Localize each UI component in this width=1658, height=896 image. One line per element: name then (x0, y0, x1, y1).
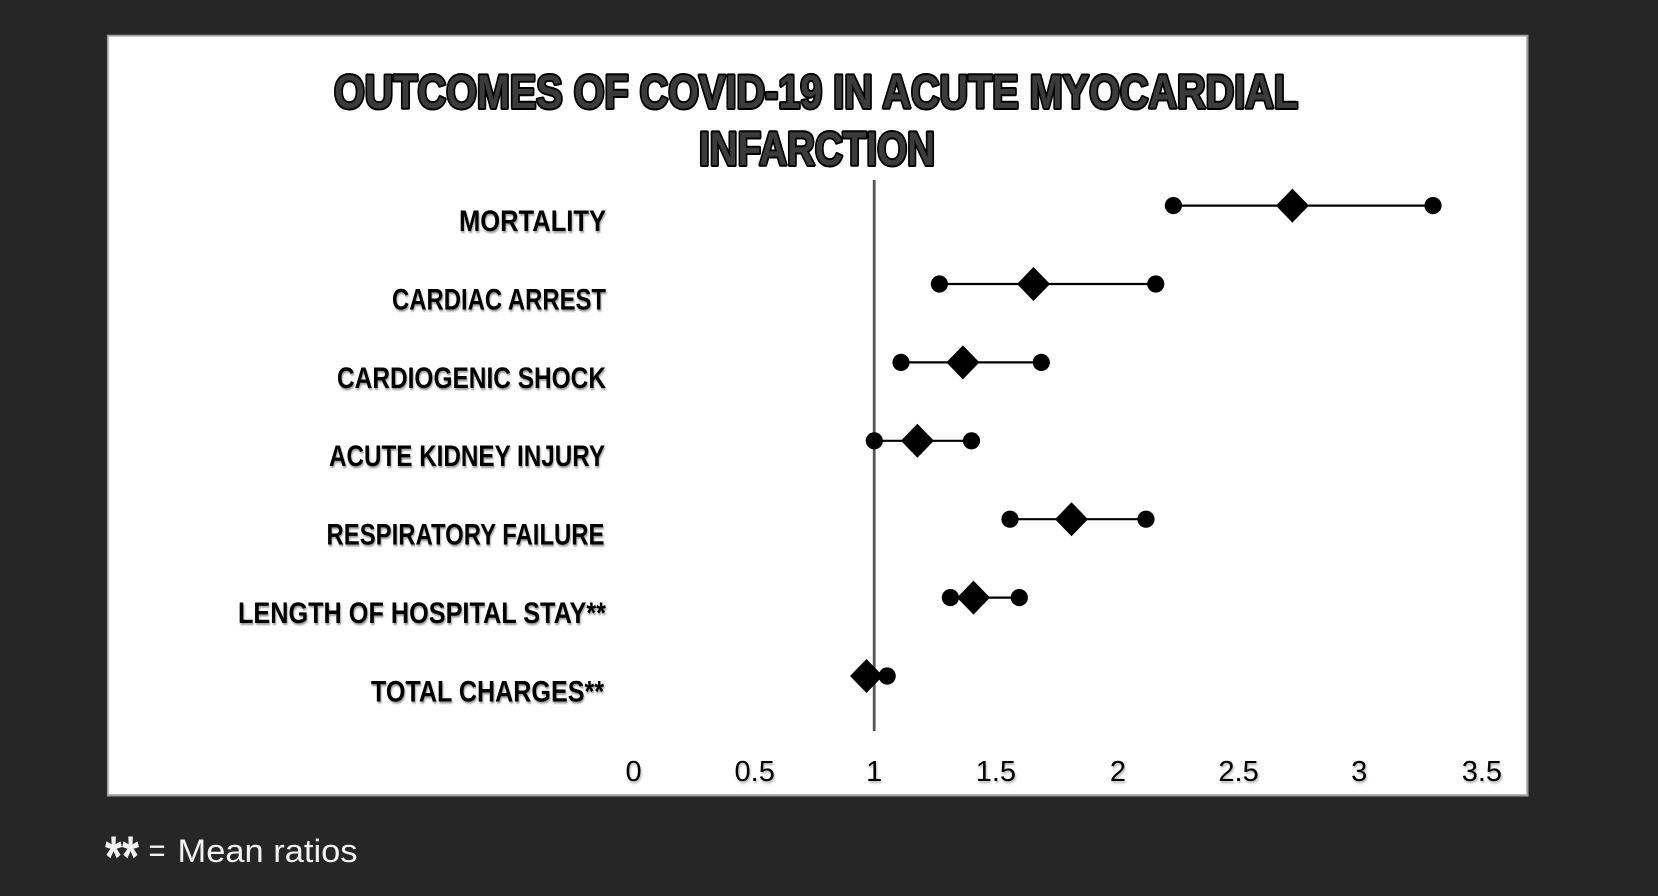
svg-text:Mean ratios: Mean ratios (178, 833, 358, 869)
svg-text:MORTALITY: MORTALITY (459, 205, 606, 238)
svg-text:=: = (149, 833, 166, 869)
svg-text:0.5: 0.5 (735, 756, 775, 788)
svg-text:INFARCTION: INFARCTION (699, 122, 935, 175)
svg-text:0: 0 (626, 756, 642, 788)
svg-text:**: ** (105, 825, 139, 890)
svg-text:2.5: 2.5 (1218, 756, 1258, 788)
svg-text:OUTCOMES OF COVID-19 IN ACUTE: OUTCOMES OF COVID-19 IN ACUTE MYOCARDIAL (334, 65, 1298, 118)
svg-text:TOTAL CHARGES**: TOTAL CHARGES** (371, 675, 604, 708)
svg-text:3: 3 (1351, 756, 1367, 788)
svg-text:ACUTE KIDNEY INJURY: ACUTE KIDNEY INJURY (329, 440, 605, 473)
svg-text:CARDIOGENIC SHOCK: CARDIOGENIC SHOCK (337, 362, 607, 395)
svg-text:3.5: 3.5 (1462, 756, 1502, 788)
svg-text:1: 1 (866, 756, 882, 788)
svg-text:RESPIRATORY FAILURE: RESPIRATORY FAILURE (327, 519, 605, 552)
svg-text:2: 2 (1110, 756, 1126, 788)
svg-text:LENGTH OF HOSPITAL STAY**: LENGTH OF HOSPITAL STAY** (238, 597, 606, 630)
svg-text:1.5: 1.5 (976, 756, 1016, 788)
svg-text:CARDIAC ARREST: CARDIAC ARREST (392, 283, 606, 316)
